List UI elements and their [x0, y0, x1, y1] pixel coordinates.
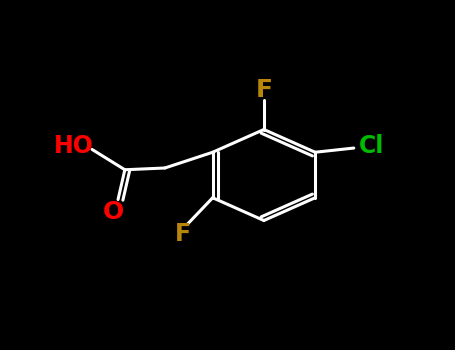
Text: O: O [103, 200, 124, 224]
Text: F: F [175, 222, 191, 246]
Text: HO: HO [54, 134, 94, 158]
Text: Cl: Cl [359, 134, 384, 158]
Text: F: F [255, 78, 273, 102]
